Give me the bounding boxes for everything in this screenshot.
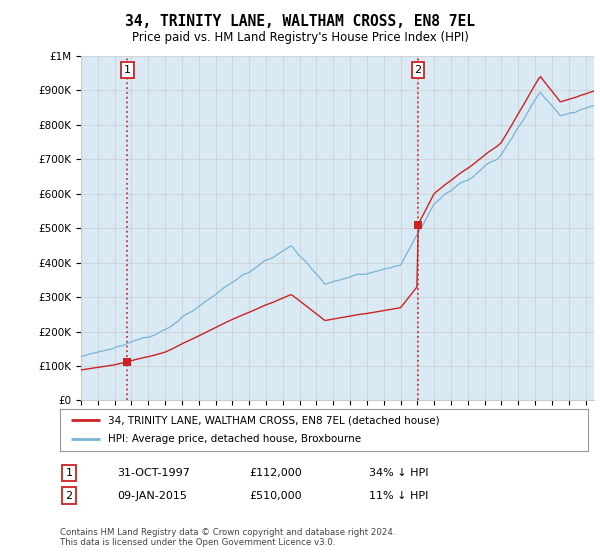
Text: 11% ↓ HPI: 11% ↓ HPI bbox=[369, 491, 428, 501]
Text: £510,000: £510,000 bbox=[249, 491, 302, 501]
Text: 34, TRINITY LANE, WALTHAM CROSS, EN8 7EL (detached house): 34, TRINITY LANE, WALTHAM CROSS, EN8 7EL… bbox=[107, 415, 439, 425]
Text: Price paid vs. HM Land Registry's House Price Index (HPI): Price paid vs. HM Land Registry's House … bbox=[131, 31, 469, 44]
Text: 2: 2 bbox=[415, 65, 421, 75]
Text: Contains HM Land Registry data © Crown copyright and database right 2024.
This d: Contains HM Land Registry data © Crown c… bbox=[60, 528, 395, 547]
Text: 34% ↓ HPI: 34% ↓ HPI bbox=[369, 468, 428, 478]
Text: 34, TRINITY LANE, WALTHAM CROSS, EN8 7EL: 34, TRINITY LANE, WALTHAM CROSS, EN8 7EL bbox=[125, 14, 475, 29]
Text: 31-OCT-1997: 31-OCT-1997 bbox=[117, 468, 190, 478]
Text: HPI: Average price, detached house, Broxbourne: HPI: Average price, detached house, Brox… bbox=[107, 435, 361, 445]
Text: £112,000: £112,000 bbox=[249, 468, 302, 478]
Text: 1: 1 bbox=[65, 468, 73, 478]
Text: 1: 1 bbox=[124, 65, 131, 75]
Text: 09-JAN-2015: 09-JAN-2015 bbox=[117, 491, 187, 501]
Text: 2: 2 bbox=[65, 491, 73, 501]
